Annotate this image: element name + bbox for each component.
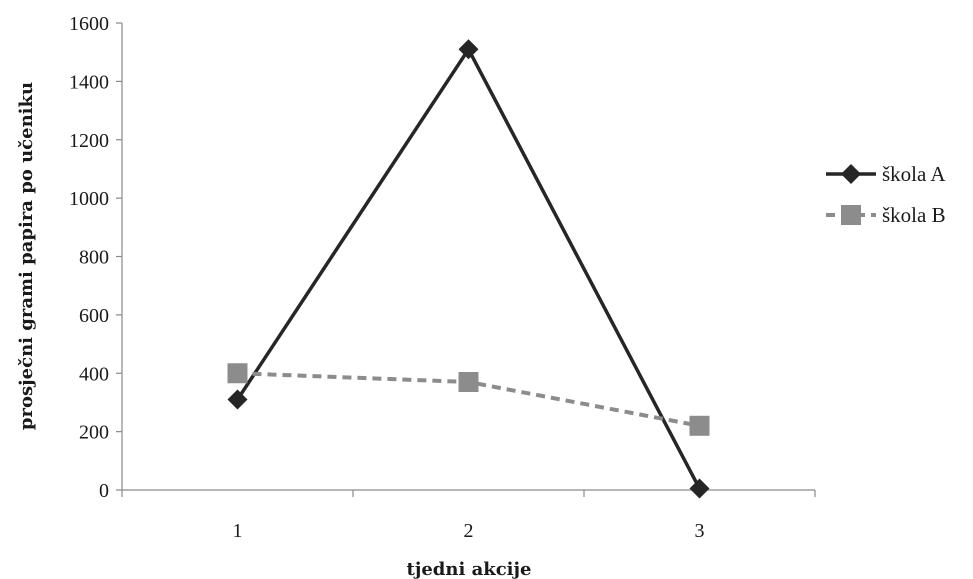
legend-item: škola B <box>826 203 946 227</box>
data-point-marker <box>227 363 248 384</box>
series-a <box>227 39 710 499</box>
y-tick-label: 1000 <box>69 188 109 210</box>
y-tick-label: 1600 <box>69 13 109 35</box>
series-b <box>227 363 710 436</box>
data-point-marker <box>458 39 479 60</box>
legend-item: škola A <box>826 162 946 186</box>
axes: 0 200 400 600 800 1000 1200 1400 1600 1 2 3 <box>69 13 816 542</box>
data-point-marker <box>689 415 710 436</box>
y-tick-label: 400 <box>79 363 109 385</box>
series-area <box>227 39 710 499</box>
data-point-marker <box>689 478 710 499</box>
series-line <box>236 45 702 490</box>
data-point-marker <box>458 372 479 393</box>
y-tick-label: 800 <box>79 247 109 269</box>
x-tick-label: 1 <box>233 520 243 542</box>
legend-marker <box>841 164 861 184</box>
y-tick-label: 0 <box>99 480 109 502</box>
y-tick-label: 600 <box>79 305 109 327</box>
legend-label: škola B <box>882 203 946 227</box>
legend: škola A škola B <box>826 162 946 227</box>
y-tick-label: 1200 <box>69 130 109 152</box>
legend-label: škola A <box>882 162 946 186</box>
y-tick-label: 200 <box>79 422 109 444</box>
x-tick-label: 2 <box>464 520 474 542</box>
y-axis-title: prosječni grami papira po učeniku <box>16 82 37 430</box>
data-point-marker <box>227 389 248 410</box>
x-axis-title: tjedni akcije <box>407 559 532 579</box>
x-tick-label: 3 <box>695 520 705 542</box>
y-tick-label: 1400 <box>69 71 109 93</box>
legend-marker <box>841 205 861 225</box>
